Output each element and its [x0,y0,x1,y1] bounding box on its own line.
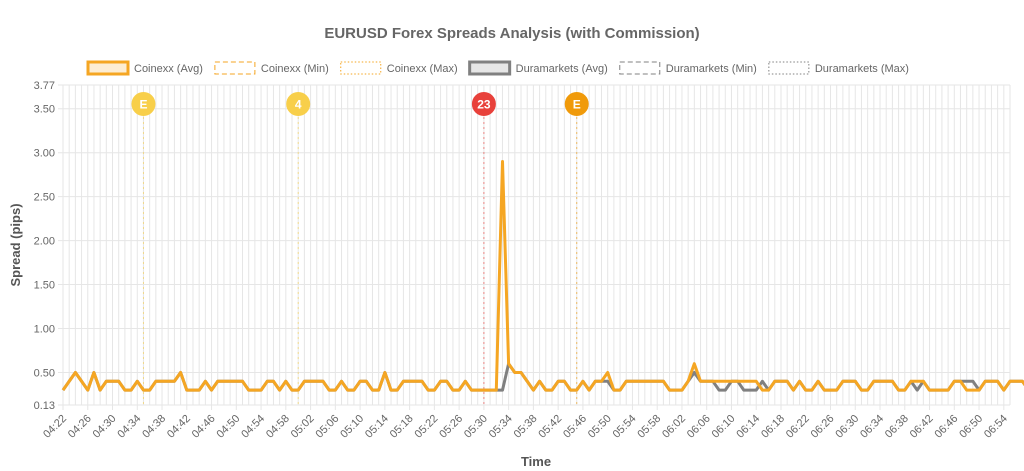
y-tick-label: 2.50 [34,192,55,204]
x-tick-label: 05:18 [388,413,416,441]
event-markers: E 4 23 E [131,92,589,405]
series-lines [61,160,1024,392]
x-tick-label: 06:18 [759,413,787,441]
y-tick-label: 1.50 [34,280,55,292]
x-tick-label: 06:14 [734,413,762,441]
x-tick-label: 04:30 [91,413,119,441]
x-tick-label: 06:54 [982,413,1010,441]
x-tick-label: 06:22 [784,413,812,441]
y-tick-label: 3.00 [34,148,55,160]
x-tick-label: 06:26 [809,413,837,441]
legend-label: Coinexx (Max) [387,63,458,75]
legend-item: Duramarkets (Max) [768,61,909,75]
y-tick-label: 2.00 [34,236,55,248]
grid [58,84,1011,410]
x-tick-label: 05:22 [413,413,441,441]
y-tick-label: 0.13 [34,400,55,412]
x-tick-label: 05:38 [512,413,540,441]
x-tick-label: 04:22 [41,413,69,441]
legend-label: Duramarkets (Max) [815,63,909,75]
x-tick-label: 06:42 [908,413,936,441]
x-tick-label: 06:10 [710,413,738,441]
event-marker [564,92,589,116]
legend-label: Duramarkets (Min) [666,63,757,75]
x-tick-label: 05:42 [536,413,564,441]
legend-item: Coinexx (Min) [214,61,329,75]
chart-title: EURUSD Forex Spreads Analysis (with Comm… [324,25,699,42]
y-tick-label: 1.00 [34,324,55,336]
x-tick-label: 06:34 [858,413,886,441]
x-tick-label: 06:50 [957,413,985,441]
event-marker-label: 4 [295,98,302,112]
x-tick-label: 04:58 [264,413,292,441]
x-tick-label: 06:30 [833,413,861,441]
x-tick-label: 05:02 [289,413,317,441]
legend-swatch [86,60,130,76]
x-tick-label: 05:34 [487,413,515,441]
x-tick-label: 05:46 [561,413,589,441]
legend-label: Coinexx (Min) [261,63,329,75]
x-tick-label: 04:34 [115,413,143,441]
y-axis-ticks: 0.13 0.50 1.00 1.50 2.00 2.50 3.00 3.50 3.77 [34,80,55,412]
legend-item: Duramarkets (Avg) [468,60,608,76]
x-tick-label: 04:46 [190,413,218,441]
y-tick-label: 3.50 [34,104,55,116]
y-axis-title: Spread (pips) [8,203,23,286]
event-marker-label: E [139,98,147,112]
legend-swatch [619,61,661,75]
x-tick-label: 04:50 [214,413,242,441]
legend-label: Duramarkets (Avg) [516,63,608,75]
legend-swatch [468,60,512,76]
x-tick-label: 05:54 [611,413,639,441]
x-tick-label: 06:02 [660,413,688,441]
x-tick-label: 05:50 [586,413,614,441]
x-tick-label: 06:06 [685,413,713,441]
legend-item: Coinexx (Avg) [86,60,203,76]
x-tick-label: 04:38 [140,413,168,441]
legend-swatch [768,61,810,75]
x-axis-ticks: 04:2204:2604:3004:3404:3804:4204:4604:50… [41,413,1010,441]
x-tick-label: 06:38 [883,413,911,441]
x-tick-label: 04:42 [165,413,193,441]
x-tick-label: 04:54 [239,413,267,441]
x-tick-label: 05:10 [338,413,366,441]
event-marker-label: E [573,98,581,112]
series-line-coinexx-avg [61,160,1024,392]
event-marker-label: 23 [477,98,491,112]
legend-swatch [214,61,256,75]
x-tick-label: 05:14 [363,413,391,441]
legend-label: Coinexx (Avg) [134,63,203,75]
x-tick-label: 04:26 [66,413,94,441]
legend-swatch [340,61,382,75]
legend: Coinexx (Avg) Coinexx (Min) Coinexx (Max) D… [86,60,909,76]
y-tick-label: 3.77 [34,80,55,92]
x-axis-title: Time [521,454,551,469]
x-tick-label: 05:30 [462,413,490,441]
x-tick-label: 06:46 [932,413,960,441]
x-tick-label: 05:58 [635,413,663,441]
event-marker [131,92,156,116]
legend-item: Coinexx (Max) [340,61,458,75]
y-tick-label: 0.50 [34,367,55,379]
legend-item: Duramarkets (Min) [619,61,757,75]
x-tick-label: 05:06 [314,413,342,441]
event-marker [471,92,496,116]
x-tick-label: 05:26 [437,413,465,441]
event-marker [286,92,311,116]
